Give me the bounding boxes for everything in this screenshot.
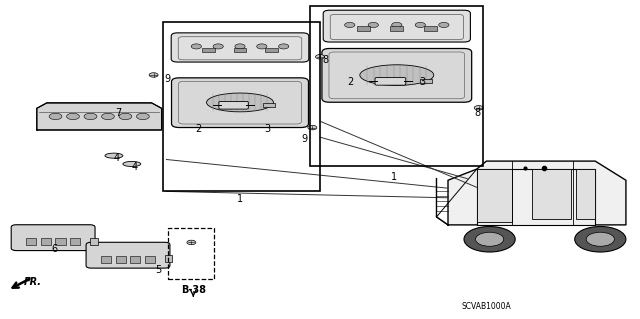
- Bar: [263, 103, 275, 107]
- Circle shape: [102, 113, 115, 120]
- Ellipse shape: [360, 65, 434, 85]
- Circle shape: [136, 113, 149, 120]
- Bar: [202, 48, 215, 52]
- Ellipse shape: [105, 153, 123, 158]
- Polygon shape: [576, 169, 595, 219]
- Circle shape: [84, 113, 97, 120]
- FancyBboxPatch shape: [86, 242, 170, 268]
- Circle shape: [278, 44, 289, 49]
- Text: 6: 6: [51, 244, 58, 254]
- Bar: [357, 26, 370, 31]
- FancyBboxPatch shape: [172, 33, 308, 62]
- Circle shape: [187, 240, 196, 245]
- Circle shape: [149, 73, 158, 77]
- Text: 9: 9: [164, 74, 171, 84]
- FancyBboxPatch shape: [172, 78, 308, 128]
- Bar: [131, 256, 141, 263]
- Bar: [168, 228, 214, 279]
- Circle shape: [439, 22, 449, 27]
- Text: 5: 5: [156, 264, 162, 275]
- Bar: [90, 238, 98, 245]
- Bar: [265, 48, 278, 52]
- Text: 2: 2: [195, 124, 202, 134]
- Text: 3: 3: [264, 124, 271, 134]
- Text: 7: 7: [115, 108, 122, 118]
- Bar: [70, 238, 81, 245]
- Text: FR.: FR.: [24, 277, 42, 287]
- Ellipse shape: [207, 93, 273, 112]
- Text: 4: 4: [113, 153, 120, 163]
- Circle shape: [575, 226, 626, 252]
- FancyBboxPatch shape: [219, 101, 248, 109]
- Polygon shape: [477, 169, 595, 225]
- Bar: [420, 79, 432, 83]
- Circle shape: [392, 22, 402, 27]
- Circle shape: [119, 113, 132, 120]
- FancyBboxPatch shape: [375, 78, 406, 85]
- Text: SCVAB1000A: SCVAB1000A: [461, 302, 511, 311]
- Text: 8: 8: [474, 108, 481, 118]
- Circle shape: [586, 232, 614, 246]
- Text: 3: 3: [419, 77, 426, 87]
- Ellipse shape: [123, 161, 141, 167]
- FancyBboxPatch shape: [323, 10, 470, 42]
- Bar: [390, 26, 403, 31]
- Circle shape: [235, 44, 245, 49]
- Text: 9: 9: [301, 134, 308, 144]
- Circle shape: [308, 125, 317, 130]
- Circle shape: [474, 106, 483, 110]
- Bar: [163, 22, 320, 191]
- Circle shape: [316, 55, 324, 59]
- Polygon shape: [448, 161, 626, 225]
- Bar: [424, 26, 437, 31]
- FancyBboxPatch shape: [322, 48, 472, 102]
- Text: 1: 1: [237, 194, 243, 204]
- Circle shape: [49, 113, 62, 120]
- Text: B-38: B-38: [180, 285, 206, 295]
- Text: 1: 1: [390, 172, 397, 182]
- Bar: [145, 256, 156, 263]
- Bar: [41, 238, 51, 245]
- Circle shape: [344, 22, 355, 27]
- Circle shape: [415, 22, 426, 27]
- Bar: [165, 256, 173, 263]
- Circle shape: [213, 44, 223, 49]
- Text: 2: 2: [348, 77, 354, 87]
- Circle shape: [191, 44, 202, 49]
- Text: 4: 4: [131, 162, 138, 173]
- Bar: [26, 238, 36, 245]
- Polygon shape: [477, 169, 512, 222]
- Bar: [234, 48, 246, 52]
- Circle shape: [368, 22, 378, 27]
- Circle shape: [464, 226, 515, 252]
- Circle shape: [257, 44, 267, 49]
- Bar: [115, 256, 125, 263]
- Circle shape: [67, 113, 79, 120]
- FancyBboxPatch shape: [12, 225, 95, 251]
- Text: 8: 8: [322, 55, 328, 65]
- Polygon shape: [532, 169, 571, 219]
- Bar: [101, 256, 111, 263]
- Bar: [56, 238, 66, 245]
- Polygon shape: [36, 103, 161, 130]
- Bar: [310, 6, 483, 166]
- Circle shape: [476, 232, 504, 246]
